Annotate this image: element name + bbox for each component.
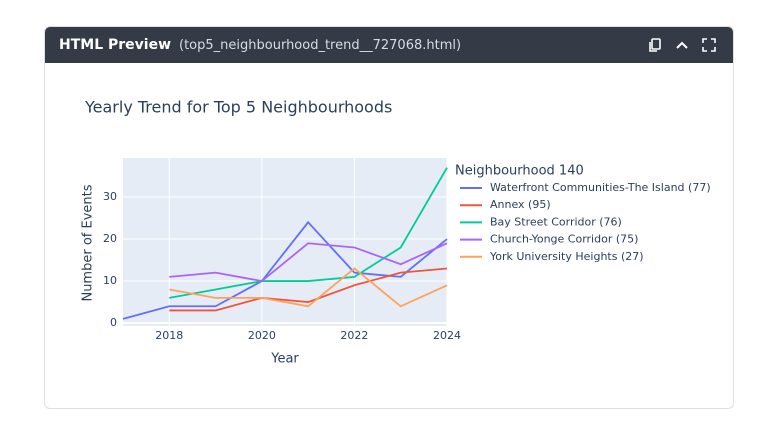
- series-line: [169, 242, 448, 283]
- collapse-icon[interactable]: [674, 37, 690, 53]
- y-tick-label: 10: [103, 274, 117, 287]
- header-bar: HTML Preview (top5_neighbourhood_trend__…: [45, 27, 733, 63]
- legend-title: Neighbourhood 140: [455, 164, 584, 179]
- series-line: [122, 220, 448, 320]
- y-tick-label: 0: [110, 316, 117, 329]
- toolbar: [647, 37, 717, 53]
- series-line: [169, 167, 448, 299]
- y-tick-label: 30: [103, 190, 117, 203]
- header-title: HTML Preview: [59, 37, 172, 53]
- series-line: [169, 267, 448, 312]
- plot-area: [123, 158, 447, 326]
- legend-label: Bay Street Corridor (76): [490, 215, 622, 228]
- fullscreen-icon[interactable]: [701, 37, 717, 53]
- legend-label: Annex (95): [490, 198, 551, 211]
- x-tick-label: 2018: [155, 329, 183, 342]
- y-tick-label: 20: [103, 232, 117, 245]
- x-tick-label: 2020: [248, 329, 276, 342]
- x-axis-label: Year: [270, 352, 299, 367]
- y-axis-label: Number of Events: [81, 184, 96, 301]
- file-name: (top5_neighbourhood_trend__727068.html): [179, 37, 462, 53]
- x-tick-label: 2024: [433, 329, 461, 342]
- legend-label: York University Heights (27): [489, 250, 644, 263]
- x-tick-label: 2022: [340, 329, 368, 342]
- chart-title: Yearly Trend for Top 5 Neighbourhoods: [84, 98, 392, 117]
- legend-label: Waterfront Communities-The Island (77): [490, 181, 711, 194]
- copy-icon[interactable]: [647, 37, 663, 53]
- legend-label: Church-Yonge Corridor (75): [490, 233, 638, 246]
- series-line: [169, 267, 448, 308]
